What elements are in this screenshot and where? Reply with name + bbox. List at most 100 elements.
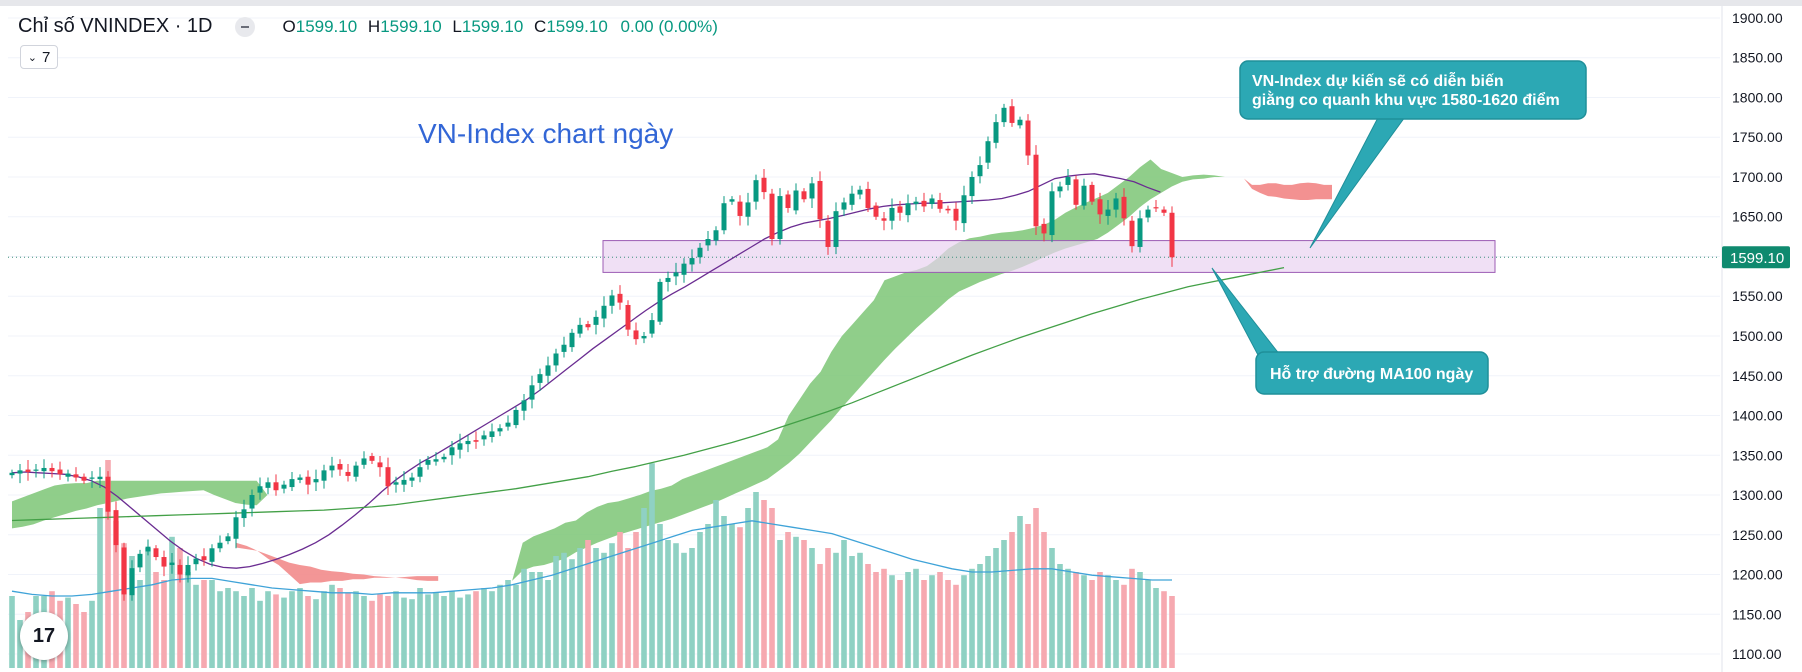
volume-bar [609,543,615,668]
chevron-down-icon: ⌄ [27,51,37,64]
volume-bar [617,532,623,668]
candle-body [553,353,559,366]
volume-bar [393,591,399,668]
volume-bar [569,559,575,668]
candle-body [153,548,159,558]
volume-bar [593,548,599,668]
candle-body [689,258,695,265]
candle-body [65,473,71,477]
volume-bar [521,568,527,668]
candle-body [945,208,951,211]
volume-bar [257,600,263,668]
candle-body [545,365,551,376]
candle-body [1001,107,1007,123]
volume-bar [369,600,375,668]
volume-bar [689,548,695,668]
callout-text: giằng co quanh khu vực 1580-1620 điểm [1252,90,1560,109]
volume-bar [481,588,487,668]
candle-body [721,203,727,231]
volume-bar [825,548,831,668]
candle-body [441,456,447,460]
volume-bar [601,552,607,668]
candle-body [137,553,143,568]
volume-bar [1025,524,1031,668]
volume-bar [1057,564,1063,668]
change-value: 0.00 (0.00%) [620,16,718,36]
candle-body [121,547,127,595]
volume-bar [1049,548,1055,668]
candle-body [33,469,39,471]
candle-body [129,568,135,596]
volume-bar [129,556,135,668]
candle-body [625,304,631,330]
price-axis[interactable]: 1900.00 1850.00 1800.00 1750.00 1700.00 1650.… [1721,6,1790,672]
volume-bar [769,508,775,668]
indicators-toggle-button[interactable]: ⌄ 7 [20,45,58,69]
volume-bar [1161,591,1167,668]
candle-body [1025,120,1031,156]
volume-bar [665,540,671,668]
high-value: 1599.10 [380,16,442,36]
volume-bar [945,580,951,668]
volume-bar [905,572,911,668]
callout-pointer [1211,267,1282,356]
candle-body [289,479,295,488]
candle-body [97,476,103,480]
volume-bar [457,597,463,668]
candle-body [1113,198,1119,210]
candle-body [817,180,823,220]
candle-body [993,122,999,143]
price-tick-label: 1150.00 [1732,606,1782,622]
candle-body [521,400,527,411]
volume-bar [337,588,343,668]
candle-body [449,447,455,456]
candle-body [737,201,743,216]
volume-bar [625,548,631,668]
candle-body [889,207,895,221]
candle-body [265,482,271,488]
candle-body [777,196,783,240]
callout-text: Hỗ trợ đường MA100 ngày [1270,364,1473,383]
volume-bar [1001,540,1007,668]
volume-bar [225,588,231,668]
candle-body [17,470,23,474]
volume-bar [89,600,95,668]
volume-bar [721,516,727,668]
volume-bar [321,591,327,668]
price-tick-label: 1200.00 [1732,567,1783,583]
candle-body [169,562,175,565]
candle-body [1041,223,1047,234]
logo-text: 17 [32,624,56,647]
volume-bar [385,596,391,668]
volume-bar [425,594,431,668]
candle-body [529,385,535,400]
volume-bar [1073,572,1079,668]
candle-body [937,200,943,209]
volume-bar [833,552,839,668]
volume-bar [633,532,639,668]
volume-bar [273,594,279,668]
volume-bar [353,591,359,668]
candle-body [985,141,991,163]
grid [8,17,1720,655]
candle-body [513,409,519,426]
candle-body [953,208,959,221]
candle-body [161,557,167,567]
candle-body [601,305,607,319]
candle-body [233,517,239,539]
volume-bar [809,548,815,668]
volume-bar [497,584,503,668]
price-tick-label: 1850.00 [1732,50,1783,66]
volume-bar [417,588,423,668]
collapse-icon[interactable] [234,16,255,37]
open-label: O [282,16,296,36]
volume-bar [1041,532,1047,668]
candle-body [825,220,831,247]
volume-bar [1145,580,1151,668]
tradingview-logo[interactable]: 17 [20,612,68,660]
volume-bar [921,580,927,668]
volume-bar [913,568,919,668]
symbol-title[interactable]: Chỉ số VNINDEX · 1D [18,15,213,37]
volume-bar [9,596,15,668]
